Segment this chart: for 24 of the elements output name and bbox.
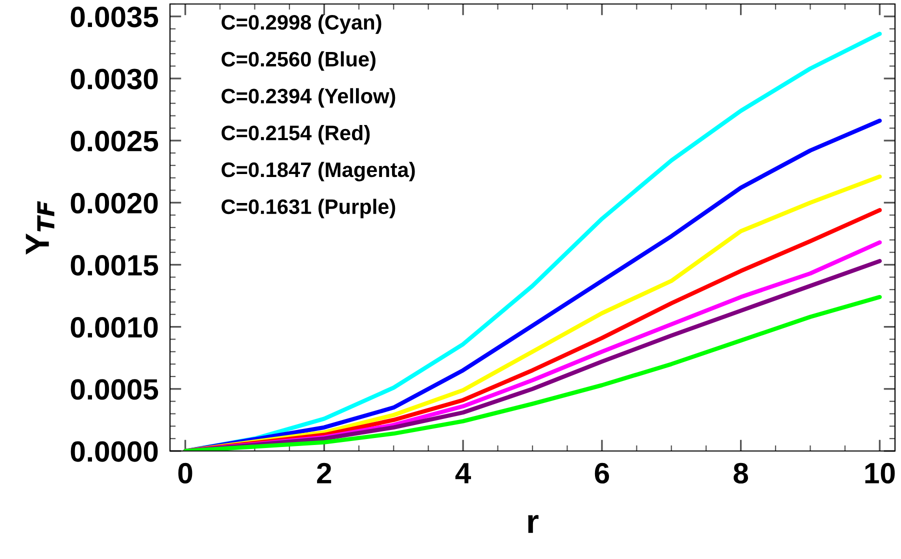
- x-tick-label: 10: [865, 462, 895, 484]
- annotation: C=0.2154 (Red): [222, 125, 370, 144]
- annotation: C=0.2394 (Yellow): [222, 88, 396, 108]
- y-tick-label: 0.0035: [70, 6, 158, 28]
- y-tick-label: 0.0005: [70, 379, 158, 400]
- x-tick-label: 0: [178, 462, 192, 484]
- x-axis-title: r: [528, 514, 538, 533]
- x-tick-label: 2: [317, 462, 332, 484]
- annotation: C=0.2998 (Cyan): [222, 14, 382, 34]
- annotation: C=0.1631 (Purple): [222, 198, 396, 218]
- y-tick-label: 0.0000: [70, 441, 158, 462]
- annotation: C=0.1847 (Magenta): [222, 162, 415, 182]
- line-series: [183, 118, 882, 451]
- y-axis-title: Y$_{TF}$: [26, 201, 54, 255]
- x-tick-label: 8: [734, 462, 748, 484]
- annotation: C=0.2560 (Blue): [222, 51, 376, 71]
- x-tick-label: 4: [455, 463, 472, 484]
- y-tick-label: 0.0020: [70, 192, 158, 214]
- y-tick-label: 0.0010: [70, 317, 158, 338]
- x-tick-label: 6: [594, 462, 609, 484]
- y-tick-label: 0.0030: [70, 68, 158, 90]
- y-tick-label: 0.0025: [70, 130, 158, 152]
- line-series: [183, 294, 882, 451]
- y-tick-label: 0.0015: [70, 254, 158, 276]
